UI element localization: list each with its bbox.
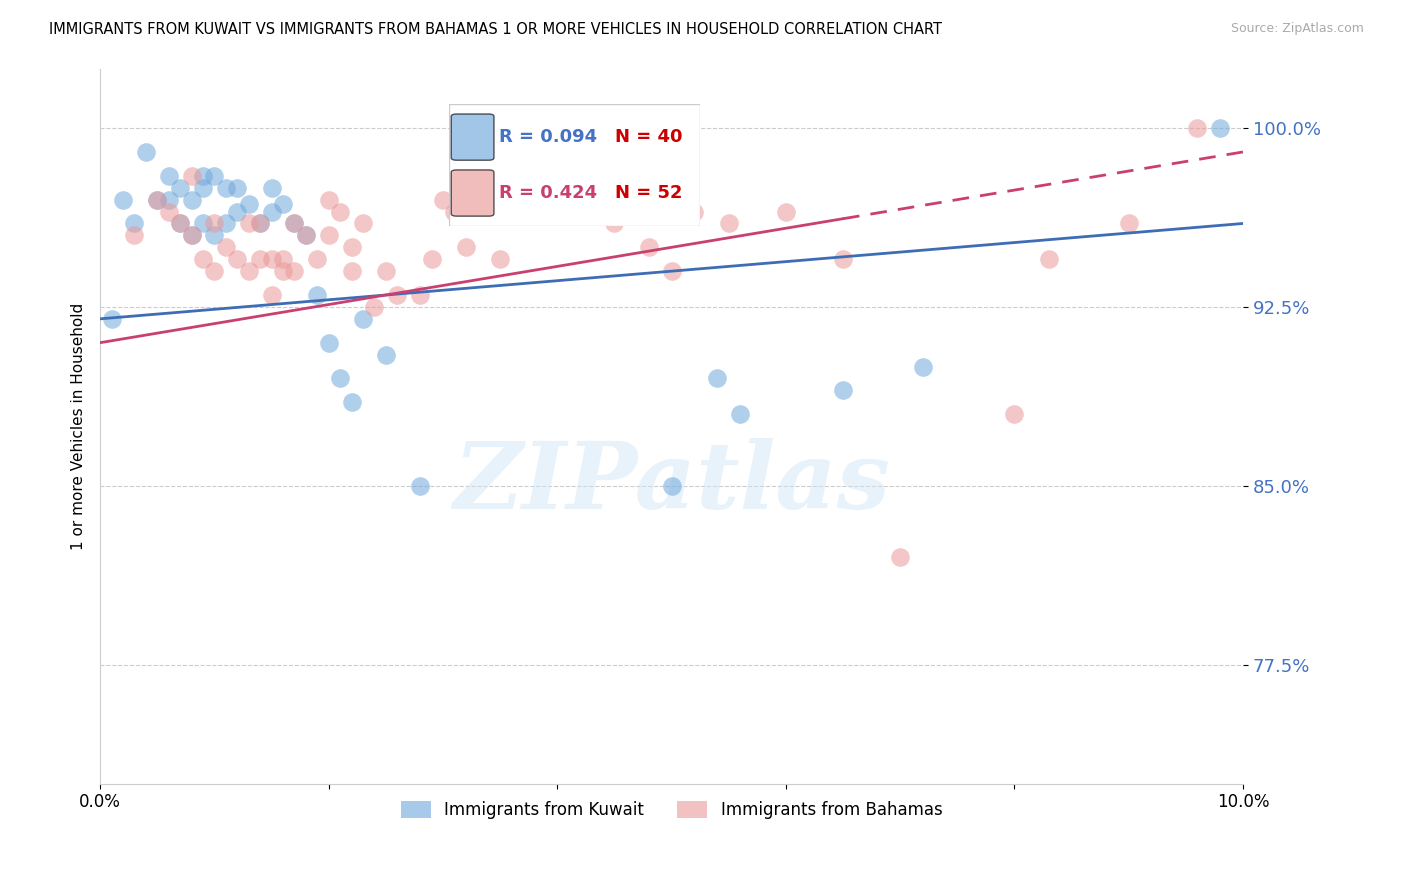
Point [432,193,454,207]
Point [226,204,249,219]
Y-axis label: 1 or more Vehicles in Household: 1 or more Vehicles in Household [72,302,86,549]
Point [260,252,283,267]
Point [226,252,249,267]
Point [283,217,305,231]
Point [180,169,202,183]
Point [318,228,340,243]
Point [202,264,225,278]
Point [271,197,294,211]
Point [157,204,180,219]
Point [180,228,202,243]
Point [215,217,238,231]
Point [340,395,363,409]
Point [307,288,329,302]
Point [295,228,318,243]
Point [124,217,146,231]
Point [352,311,374,326]
Point [226,180,249,194]
Point [728,407,751,421]
Point [318,193,340,207]
Point [409,288,432,302]
Point [683,204,706,219]
Text: Source: ZipAtlas.com: Source: ZipAtlas.com [1230,22,1364,36]
Point [215,180,238,194]
Point [318,335,340,350]
Point [202,217,225,231]
Point [283,217,305,231]
Point [340,264,363,278]
Point [661,479,683,493]
Point [169,180,191,194]
Point [191,252,214,267]
Point [420,252,443,267]
Point [489,252,512,267]
Point [146,193,169,207]
Point [135,145,157,159]
Point [569,180,592,194]
Point [443,204,465,219]
Point [191,180,214,194]
Text: IMMIGRANTS FROM KUWAIT VS IMMIGRANTS FROM BAHAMAS 1 OR MORE VEHICLES IN HOUSEHOL: IMMIGRANTS FROM KUWAIT VS IMMIGRANTS FRO… [49,22,942,37]
Point [603,217,626,231]
Point [307,252,329,267]
Point [111,193,134,207]
Point [1118,217,1140,231]
Point [202,169,225,183]
Point [271,264,294,278]
Point [146,193,169,207]
Point [157,169,180,183]
Point [180,228,202,243]
Point [1038,252,1060,267]
Point [1002,407,1025,421]
Point [238,197,260,211]
Point [260,288,283,302]
Text: ZIPatlas: ZIPatlas [453,438,890,528]
Point [260,180,283,194]
Point [180,193,202,207]
Point [260,204,283,219]
Point [889,550,911,565]
Point [363,300,385,314]
Point [124,228,146,243]
Point [329,204,352,219]
Point [374,348,396,362]
Point [637,240,659,254]
Point [271,252,294,267]
Point [523,204,546,219]
Point [169,217,191,231]
Point [169,217,191,231]
Point [100,311,122,326]
Point [409,479,432,493]
Point [340,240,363,254]
Point [374,264,396,278]
Point [706,371,728,385]
Point [157,193,180,207]
Point [238,264,260,278]
Point [215,240,238,254]
Point [191,217,214,231]
Point [249,252,271,267]
Point [775,204,797,219]
Point [202,228,225,243]
Point [911,359,934,374]
Legend: Immigrants from Kuwait, Immigrants from Bahamas: Immigrants from Kuwait, Immigrants from … [394,794,949,825]
Point [283,264,305,278]
Point [249,217,271,231]
Point [832,384,855,398]
Point [238,217,260,231]
Point [387,288,409,302]
Point [352,217,374,231]
Point [717,217,740,231]
Point [295,228,318,243]
Point [661,264,683,278]
Point [832,252,855,267]
Point [329,371,352,385]
Point [1187,121,1209,136]
Point [454,240,477,254]
Point [249,217,271,231]
Point [191,169,214,183]
Point [1209,121,1232,136]
